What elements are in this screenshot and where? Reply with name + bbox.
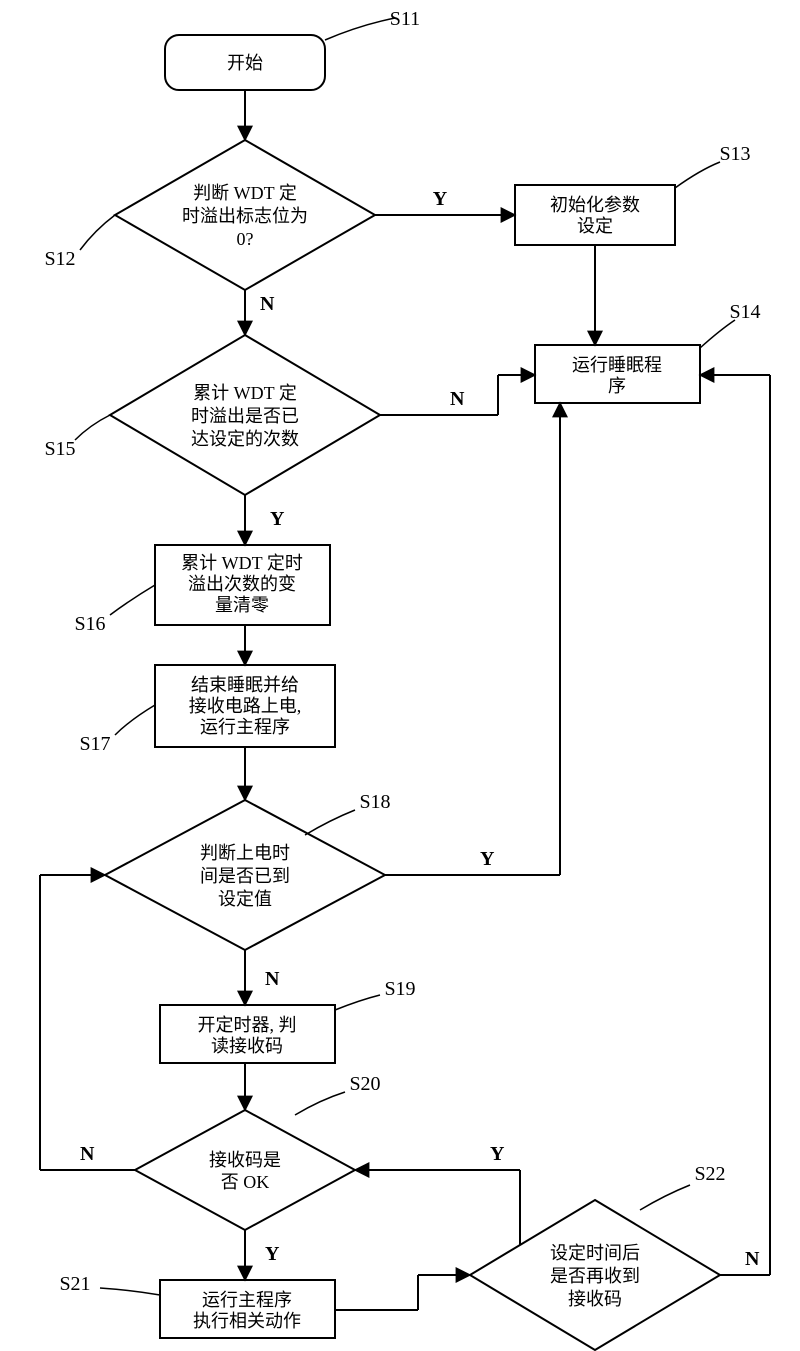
edge-n-5: N — [745, 1248, 760, 1270]
node-s20-decision: 接收码是 否 OK — [135, 1110, 355, 1230]
node-s21-process: 运行主程序 执行相关动作 — [160, 1280, 335, 1338]
s14-label: S14 — [729, 301, 760, 323]
edge-y-5: Y — [490, 1143, 505, 1165]
s16-label: S16 — [74, 613, 105, 635]
s22-l2: 是否再收到 — [550, 1266, 640, 1286]
s14-l1: 运行睡眠程 — [572, 355, 662, 375]
s11-text: 开始 — [227, 53, 263, 73]
flowchart: 开始 S11 判断 WDT 定 时溢出标志位为 0? S12 Y 初始化参数 设… — [0, 0, 800, 1351]
s16-l3: 量清零 — [215, 595, 269, 615]
s22-l3: 接收码 — [568, 1289, 622, 1309]
s19-label: S19 — [384, 978, 415, 1000]
node-s19-process: 开定时器, 判 读接收码 — [160, 1005, 335, 1063]
node-s13-process: 初始化参数 设定 — [515, 185, 675, 245]
s19-l2: 读接收码 — [211, 1036, 283, 1056]
s20-label: S20 — [349, 1073, 380, 1095]
s15-label: S15 — [44, 438, 75, 460]
s22-l1: 设定时间后 — [550, 1243, 640, 1263]
s11-label: S11 — [390, 8, 420, 30]
edge-n-4: N — [80, 1143, 95, 1165]
s17-l1: 结束睡眠并给 — [191, 675, 299, 695]
s16-l1: 累计 WDT 定时 — [181, 553, 303, 573]
s15-l2: 时溢出是否已 — [191, 406, 299, 426]
s22-label: S22 — [694, 1163, 725, 1185]
s17-l2: 接收电路上电, — [189, 696, 302, 716]
s19-l1: 开定时器, 判 — [198, 1015, 297, 1035]
node-s18-decision: 判断上电时 间是否已到 设定值 — [105, 800, 385, 950]
s13-l2: 设定 — [577, 216, 613, 236]
edge-y-1: Y — [433, 188, 448, 210]
edge-n-2: N — [450, 388, 465, 410]
s13-l1: 初始化参数 — [550, 195, 640, 215]
edge-n-3: N — [265, 968, 280, 990]
s21-label: S21 — [59, 1273, 90, 1295]
edge-y-3: Y — [480, 848, 495, 870]
s16-l2: 溢出次数的变 — [188, 574, 296, 594]
node-s14-process: 运行睡眠程 序 — [535, 345, 700, 403]
s17-l3: 运行主程序 — [200, 717, 290, 737]
edge-y-4: Y — [265, 1243, 280, 1265]
s18-l2: 间是否已到 — [200, 866, 290, 886]
node-s12-decision: 判断 WDT 定 时溢出标志位为 0? — [115, 140, 375, 290]
node-s17-process: 结束睡眠并给 接收电路上电, 运行主程序 — [155, 665, 335, 747]
edge-n-1: N — [260, 293, 275, 315]
node-s15-decision: 累计 WDT 定 时溢出是否已 达设定的次数 — [110, 335, 380, 495]
s12-l1: 判断 WDT 定 — [193, 183, 297, 203]
s12-l2: 时溢出标志位为 — [182, 206, 308, 226]
s20-l2: 否 OK — [221, 1172, 270, 1192]
s20-l1: 接收码是 — [209, 1150, 281, 1170]
s12-label: S12 — [44, 248, 75, 270]
s21-l1: 运行主程序 — [202, 1290, 292, 1310]
s15-l3: 达设定的次数 — [191, 429, 299, 449]
s18-label: S18 — [359, 791, 390, 813]
edge-y-2: Y — [270, 508, 285, 530]
s13-label: S13 — [719, 143, 750, 165]
node-s16-process: 累计 WDT 定时 溢出次数的变 量清零 — [155, 545, 330, 625]
s18-l3: 设定值 — [218, 889, 272, 909]
s17-label: S17 — [79, 733, 110, 755]
node-s22-decision: 设定时间后 是否再收到 接收码 — [470, 1200, 720, 1350]
s15-l1: 累计 WDT 定 — [193, 383, 297, 403]
s18-l1: 判断上电时 — [200, 843, 290, 863]
s21-l2: 执行相关动作 — [193, 1311, 301, 1331]
s14-l2: 序 — [608, 376, 626, 396]
s12-l3: 0? — [237, 229, 254, 249]
node-s11-start: 开始 — [165, 35, 325, 90]
